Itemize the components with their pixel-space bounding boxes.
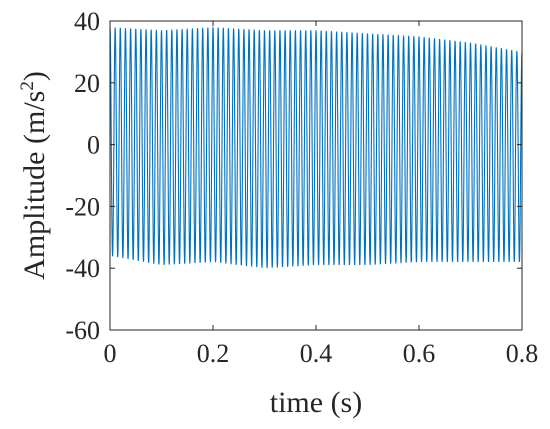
y-tick-label: -40 xyxy=(65,254,100,283)
y-axis-label-main: Amplitude (m/s xyxy=(18,91,51,280)
y-tick-label: 40 xyxy=(74,7,100,36)
series-layer xyxy=(109,27,523,269)
y-axis-label-close: ) xyxy=(18,71,51,81)
y-axis-label: Amplitude (m/s2) xyxy=(17,71,51,280)
x-tick-label: 0.4 xyxy=(300,339,333,368)
plot-area xyxy=(110,21,522,330)
x-tick-label: 0.2 xyxy=(197,339,230,368)
y-tick-label: 0 xyxy=(87,131,100,160)
x-tick-label: 0.6 xyxy=(403,339,436,368)
x-tick-label: 0.8 xyxy=(506,339,539,368)
y-axis-label-superscript: 2 xyxy=(17,81,38,91)
y-tick-label: -20 xyxy=(65,192,100,221)
y-tick-label: -60 xyxy=(65,316,100,345)
x-tick-label: 0 xyxy=(104,339,117,368)
tick-layer: 0 0.2 0.4 0.6 0.8 -60 -40 -20 0 20 40 xyxy=(65,7,538,368)
series-line-0 xyxy=(109,27,523,269)
x-axis-label: time (s) xyxy=(270,386,362,419)
y-tick-label: 20 xyxy=(74,69,100,98)
